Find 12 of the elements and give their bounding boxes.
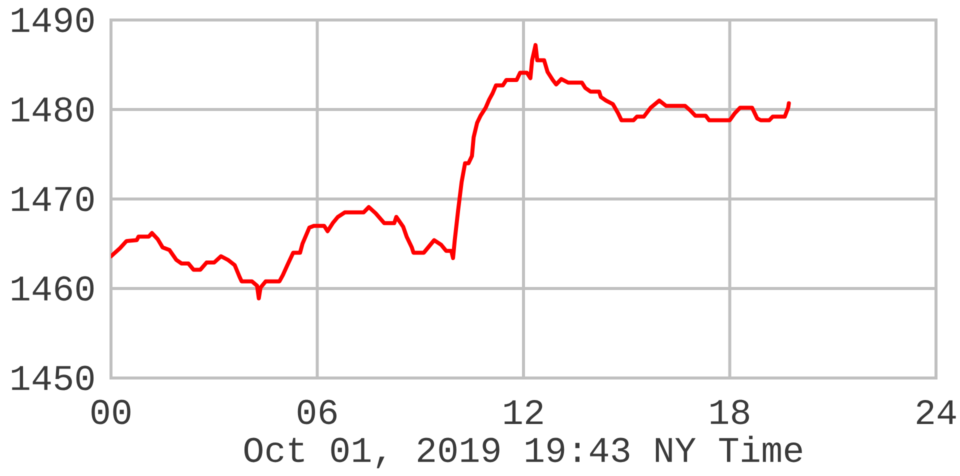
y-tick-label: 1460 bbox=[12, 276, 94, 301]
x-tick-label: 06 bbox=[298, 400, 337, 424]
y-tick-label: 1480 bbox=[12, 97, 94, 122]
y-tick-label: 1470 bbox=[12, 186, 94, 212]
y-tick-label: 1490 bbox=[12, 8, 94, 32]
y-tick-label: 1450 bbox=[12, 366, 94, 390]
x-tick-label: 18 bbox=[710, 400, 749, 424]
x-axis-title: Oct 01, 2019 19:43 NY Time bbox=[244, 436, 802, 468]
x-tick-label: 24 bbox=[916, 400, 956, 424]
x-tick-label: 12 bbox=[504, 400, 543, 424]
x-tick-label: 00 bbox=[92, 400, 130, 424]
line-series bbox=[111, 43, 791, 300]
